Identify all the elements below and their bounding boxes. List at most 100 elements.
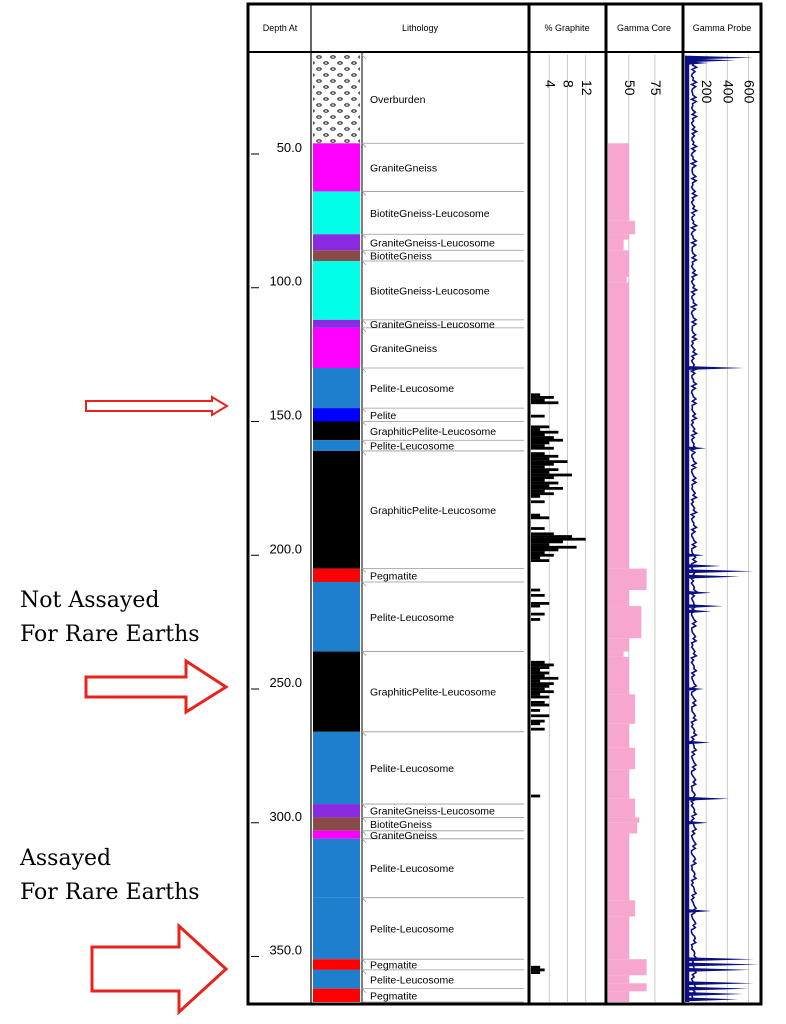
lithology-block (313, 260, 360, 320)
note-not-assayed: Not Assayed For Rare Earths (20, 588, 200, 647)
lithology-label: Pelite-Leucosome (370, 383, 454, 395)
lithology-label: Pelite-Leucosome (370, 863, 454, 875)
header-gamma-probe: Gamma Probe (693, 23, 752, 33)
graphite-bar (531, 666, 550, 670)
graphite-bar (531, 396, 554, 399)
gamma-core-step (608, 798, 636, 818)
graphite-bar (531, 618, 541, 621)
gamma-probe-spike (685, 981, 754, 986)
lithology-block (313, 450, 360, 569)
graphite-bar (531, 430, 559, 434)
graphite-bar (531, 465, 545, 469)
graphite-bar (531, 545, 577, 549)
graphite-bar (531, 968, 545, 972)
graphite-bar (531, 684, 550, 688)
lithology-block (313, 897, 360, 960)
gamma-core-step (608, 656, 629, 695)
lithology-block (313, 817, 360, 831)
lithology-block (313, 408, 360, 422)
gamma-probe-spike (685, 590, 712, 595)
gamma-core-step (608, 606, 642, 639)
lithology-boundary-hook (361, 421, 367, 426)
lithology-boundary-hook (361, 969, 367, 975)
lithology-label: GraphiticPelite-Leucosome (370, 687, 496, 699)
gamma-probe-spike (685, 909, 712, 914)
lithology-boundary-hook (361, 450, 367, 456)
gamma-core-step (608, 900, 636, 917)
lithology-label: GraniteGneiss (370, 162, 437, 174)
lithology-boundary-hook (361, 260, 367, 266)
gamma-probe-track: 200 400 600 (685, 55, 759, 1002)
graphite-bar (531, 671, 550, 675)
lithology-boundary-hook (361, 319, 367, 325)
graphite-bar (531, 714, 550, 718)
graphite-bar (531, 527, 545, 530)
graphite-bar (531, 588, 541, 592)
gamma-probe-spike (685, 604, 724, 609)
pointer-arrow-not-assayed (84, 658, 229, 715)
lithology-label: Pelite-Leucosome (370, 441, 454, 453)
graphite-bar (531, 492, 554, 496)
lithology-block (313, 327, 360, 368)
graphite-bar (531, 794, 541, 798)
lithology-block (313, 191, 360, 235)
lithology-block (313, 838, 360, 898)
lithology-label: Pegmatite (370, 960, 417, 972)
gamma-core-tick-label: 75 (648, 80, 664, 96)
graphite-bar (531, 438, 563, 442)
gamma-core-step (608, 817, 640, 823)
lithology-label: BiotiteGneiss (370, 251, 432, 263)
graphite-bar (531, 478, 545, 482)
graphite-bar (531, 532, 554, 536)
gamma-probe-spike (685, 61, 709, 66)
graphite-bar (531, 690, 554, 694)
graphite-track: 4 8 12 (531, 55, 595, 1002)
graphite-bar (531, 727, 545, 731)
lithology-boundary-hook (361, 327, 367, 333)
lithology-label: Overburden (370, 94, 426, 106)
graphite-bar (531, 452, 545, 455)
graphite-bar (531, 468, 559, 472)
gamma-probe-fill (685, 63, 690, 1002)
gamma-core-step (608, 983, 647, 992)
graphite-bar (531, 687, 545, 691)
lithology-label: Pelite-Leucosome (370, 612, 454, 624)
lithology-block (313, 651, 360, 732)
gamma-probe-spike (685, 574, 740, 579)
graphite-bar (531, 593, 545, 597)
graphite-bar (531, 540, 563, 544)
gamma-core-tick-label: 50 (622, 80, 638, 96)
graphite-bar (531, 516, 550, 520)
graphite-bar (531, 663, 554, 667)
graphite-bar (531, 682, 554, 686)
lithology-label: GraniteGneiss-Leucosome (370, 319, 495, 331)
graphite-bar (531, 535, 573, 538)
graphite-bar (531, 460, 568, 464)
graphite-bar (531, 393, 541, 397)
graphite-bar (531, 513, 541, 517)
gamma-probe-spike (685, 986, 749, 991)
graphite-bar (531, 612, 545, 616)
graphite-bar (531, 692, 541, 696)
depth-axis: 50.0 100.0 150.0 200.0 250.0 300.0 350.0 (251, 140, 302, 958)
lithology-label: Pelite-Leucosome (370, 763, 454, 775)
lithology-label: GraniteGneiss-Leucosome (370, 806, 495, 818)
graphite-bar (531, 425, 550, 429)
gamma-probe-spike (685, 58, 736, 63)
graphite-bar (531, 414, 545, 418)
graphite-bar (531, 602, 550, 605)
note-assayed: Assayed For Rare Earths (20, 846, 200, 905)
header-depth: Depth At (263, 23, 298, 33)
lithology-label: Pegmatite (370, 990, 417, 1002)
lithology-boundary-hook (361, 142, 367, 148)
gamma-probe-spike (685, 553, 705, 558)
lithology-boundary-hook (361, 838, 367, 844)
lithology-block (313, 55, 360, 144)
gamma-core-step (608, 220, 636, 235)
gamma-probe-spike (685, 962, 759, 967)
lithology-label: GraniteGneiss-Leucosome (370, 237, 495, 249)
gamma-probe-spike (685, 609, 712, 614)
gamma-core-step (608, 651, 624, 657)
graphite-bar (531, 436, 554, 439)
